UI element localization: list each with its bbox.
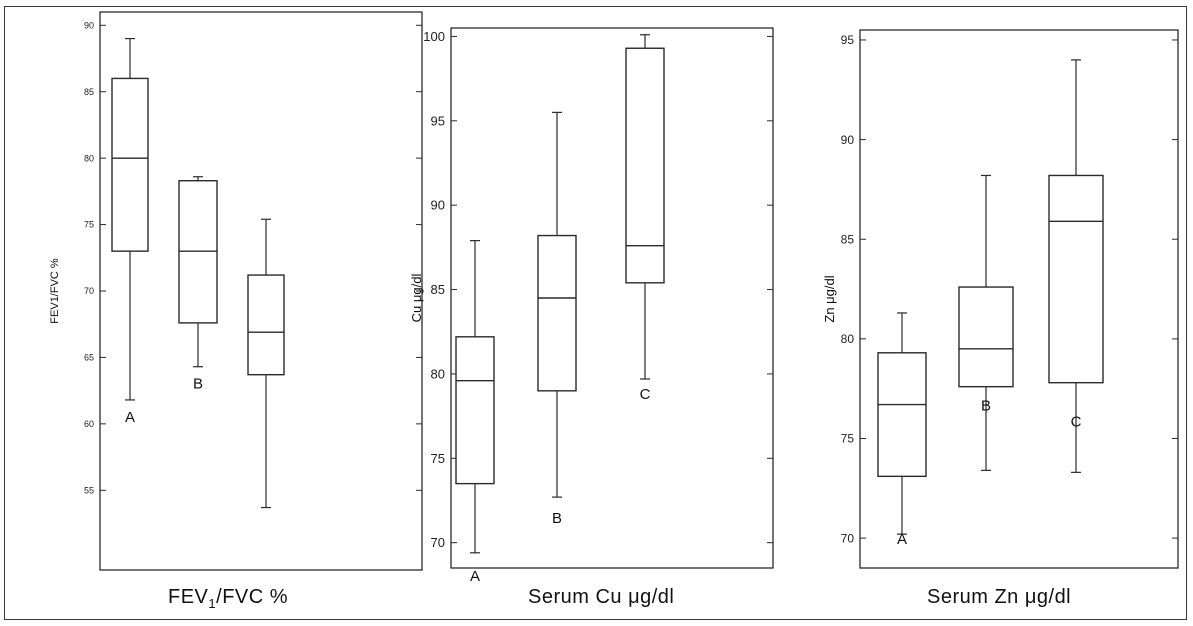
- box-iqr: [958, 286, 1014, 388]
- y-tick-label: 75: [84, 220, 94, 230]
- y-tick-label: 100: [423, 29, 445, 44]
- chart-serum-zn: 70 75 80 85 90 95 Zn μg/dl A B C: [822, 29, 1179, 569]
- box-group-c: C: [1048, 59, 1104, 473]
- group-label: B: [193, 376, 203, 393]
- y-tick-label: 70: [841, 531, 855, 545]
- box-iqr: [537, 234, 577, 392]
- chart-fev1-fvc: 55 60 65 70 75 80 85 90 FEV1/FVC % A B C: [49, 11, 423, 571]
- y-axis-label: Cu μg/dl: [409, 274, 424, 323]
- box-iqr: [455, 336, 495, 485]
- group-label: A: [897, 531, 907, 548]
- chart-serum-cu: 70 75 80 85 90 95 100 Cu μg/dl A B C: [409, 27, 774, 585]
- box-group-b: B: [958, 174, 1014, 471]
- caption-fev1-sub: 1: [208, 596, 217, 611]
- y-tick-label: 95: [841, 33, 855, 47]
- y-tick-label: 60: [84, 419, 94, 429]
- y-tick-label: 75: [431, 451, 445, 466]
- box-group-c: C: [625, 34, 665, 403]
- y-tick-label: 85: [431, 282, 445, 297]
- group-label: A: [125, 409, 135, 426]
- y-tick-label: 85: [84, 87, 94, 97]
- box-iqr: [877, 352, 927, 478]
- group-label: B: [552, 510, 562, 527]
- box-iqr: [111, 77, 149, 252]
- plot-frame: [859, 29, 1179, 569]
- group-label: A: [470, 568, 480, 585]
- y-tick-label: 75: [841, 432, 855, 446]
- y-tick-label: 85: [841, 232, 855, 246]
- y-tick-label: 90: [431, 198, 445, 213]
- group-label: B: [981, 397, 991, 414]
- box-group-a: A: [877, 312, 927, 548]
- box-group-a: A: [111, 37, 149, 426]
- figure-frame: [4, 6, 1187, 620]
- y-tick-label: 90: [84, 20, 94, 30]
- caption-fev1-prefix: FEV: [168, 586, 209, 608]
- caption-serum-cu: Serum Cu μg/dl: [528, 586, 675, 608]
- y-tick-label: 80: [84, 153, 94, 163]
- caption-serum-zn: Serum Zn μg/dl: [927, 586, 1072, 608]
- y-tick-label: 70: [431, 535, 445, 550]
- box-iqr: [247, 274, 285, 376]
- group-label: C: [640, 386, 651, 403]
- y-axis-label: Zn μg/dl: [822, 275, 837, 322]
- caption-fev1-suffix: /FVC %: [216, 586, 289, 608]
- y-tick-label: 90: [841, 133, 855, 147]
- y-tick-label: 80: [431, 366, 445, 381]
- y-tick-label: 80: [841, 332, 855, 346]
- box-group-c: C: [247, 218, 285, 509]
- y-tick-label: 70: [84, 286, 94, 296]
- y-tick-label: 55: [84, 485, 94, 495]
- box-group-b: B: [178, 176, 218, 393]
- box-iqr: [1048, 174, 1104, 384]
- y-axis-label: FEV1/FVC %: [49, 258, 61, 324]
- caption-fev1-fvc: FEV1/FVC %: [168, 586, 288, 611]
- box-group-a: A: [455, 240, 495, 585]
- plot-frame: [450, 27, 774, 569]
- group-label: C: [1071, 413, 1082, 430]
- box-iqr: [625, 47, 665, 284]
- box-group-b: B: [537, 111, 577, 527]
- y-tick-label: 95: [431, 113, 445, 128]
- y-tick-label: 65: [84, 353, 94, 363]
